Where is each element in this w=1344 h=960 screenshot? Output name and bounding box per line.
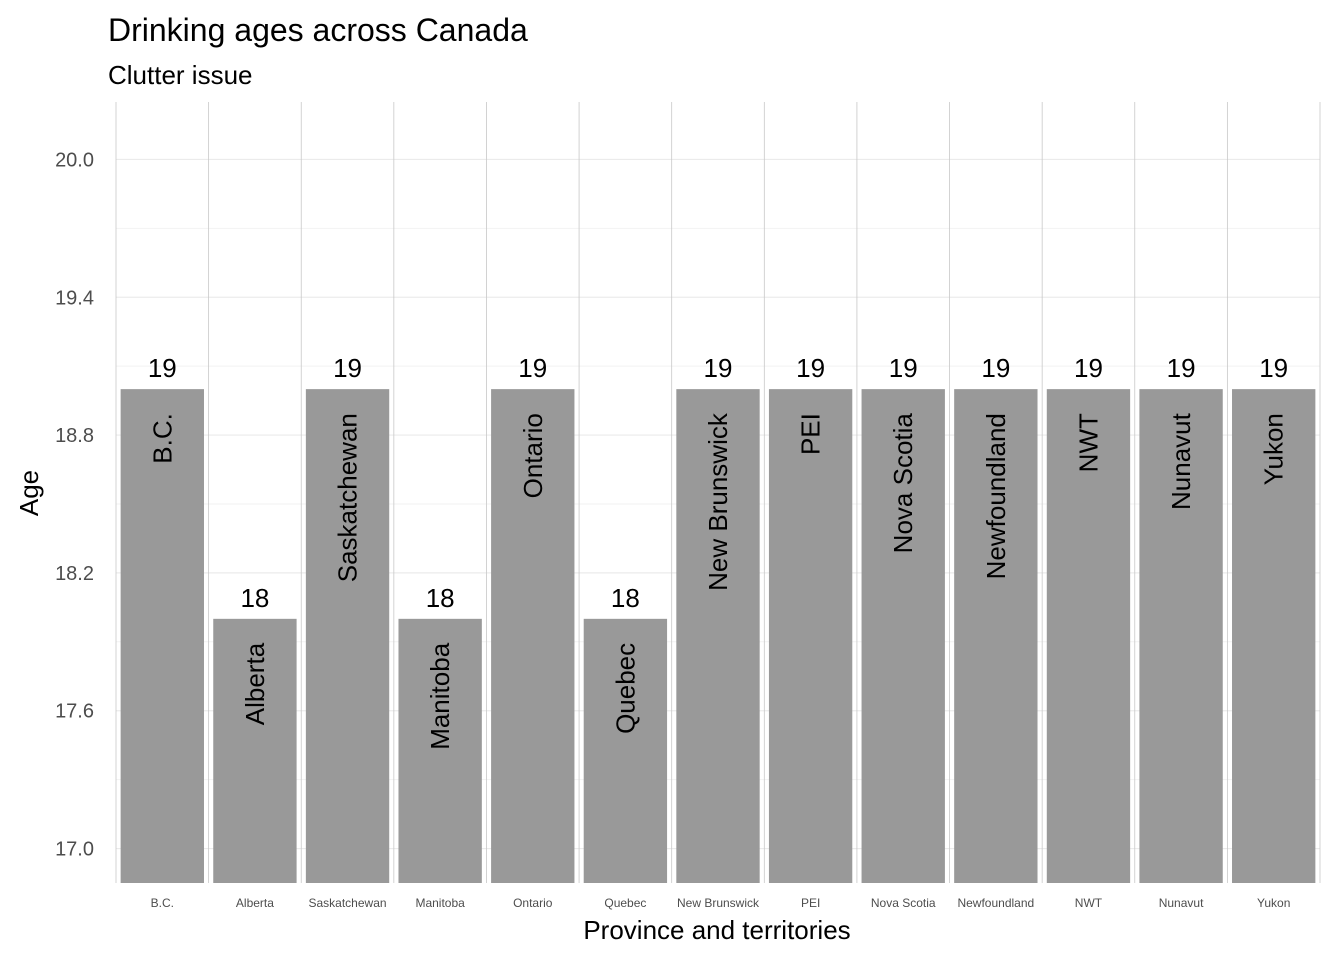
bar bbox=[676, 389, 760, 883]
data-label: 19 bbox=[148, 353, 177, 383]
x-tick-label: Saskatchewan bbox=[309, 896, 387, 910]
bar-category-label: Nunavut bbox=[1166, 412, 1196, 510]
bar-category-label: Manitoba bbox=[425, 642, 455, 749]
y-tick-label: 18.8 bbox=[55, 425, 94, 447]
bar bbox=[491, 389, 575, 883]
data-label: 18 bbox=[240, 583, 269, 613]
bar-category-label: Alberta bbox=[240, 642, 270, 725]
data-label: 19 bbox=[981, 353, 1010, 383]
bar-category-label: New Brunswick bbox=[703, 412, 733, 591]
bar bbox=[213, 618, 297, 883]
x-tick-label: Ontario bbox=[513, 896, 553, 910]
bar bbox=[1046, 389, 1131, 883]
bar-category-label: NWT bbox=[1073, 413, 1103, 472]
bar-category-label: Yukon bbox=[1259, 413, 1289, 485]
bar-category-label: Newfoundland bbox=[981, 413, 1011, 579]
data-label: 19 bbox=[1259, 353, 1288, 383]
chart-title: Drinking ages across Canada bbox=[108, 12, 528, 48]
bar bbox=[861, 389, 945, 883]
x-axis-ticks: B.C. Alberta Saskatchewan Manitoba Ontario Qu… bbox=[151, 896, 1291, 910]
x-axis-title: Province and territories bbox=[583, 915, 850, 945]
y-axis-ticks: 17.0 17.6 18.2 18.8 19.4 20.0 bbox=[55, 149, 94, 860]
bar-category-label: Saskatchewan bbox=[333, 413, 363, 582]
bar bbox=[398, 618, 482, 883]
y-tick-label: 19.4 bbox=[55, 287, 94, 309]
bar-category-label: PEI bbox=[796, 413, 826, 455]
bar bbox=[305, 389, 390, 883]
data-label: 19 bbox=[518, 353, 547, 383]
bar-category-label: B.C. bbox=[147, 413, 177, 464]
bar-category-label: Nova Scotia bbox=[888, 413, 918, 554]
bar bbox=[120, 389, 204, 883]
data-label: 19 bbox=[704, 353, 733, 383]
data-label: 19 bbox=[796, 353, 825, 383]
data-label: 18 bbox=[426, 583, 455, 613]
data-label: 18 bbox=[611, 583, 640, 613]
x-tick-label: Nunavut bbox=[1159, 896, 1204, 910]
bar bbox=[583, 618, 668, 883]
x-tick-label: Newfoundland bbox=[957, 896, 1034, 910]
data-label: 19 bbox=[1167, 353, 1196, 383]
x-tick-label: PEI bbox=[801, 896, 820, 910]
x-tick-label: Quebec bbox=[604, 896, 646, 910]
x-tick-label: B.C. bbox=[151, 896, 174, 910]
x-tick-label: Nova Scotia bbox=[871, 896, 936, 910]
data-label: 19 bbox=[1074, 353, 1103, 383]
x-tick-label: Yukon bbox=[1257, 896, 1290, 910]
bar bbox=[1139, 389, 1223, 883]
bar bbox=[768, 389, 853, 883]
bar-category-label: Quebec bbox=[610, 643, 640, 734]
y-tick-label: 17.0 bbox=[55, 839, 94, 861]
bar-category-label: Ontario bbox=[518, 413, 548, 498]
x-tick-label: New Brunswick bbox=[677, 896, 760, 910]
x-tick-label: Manitoba bbox=[415, 896, 465, 910]
bars: 19 B.C. 18 Alberta 19 Saskatchewan 18 Manitoba 1… bbox=[120, 353, 1316, 883]
x-tick-label: NWT bbox=[1075, 896, 1103, 910]
data-label: 19 bbox=[333, 353, 362, 383]
bar bbox=[1232, 389, 1316, 883]
x-tick-label: Alberta bbox=[236, 896, 274, 910]
chart-subtitle: Clutter issue bbox=[108, 60, 253, 90]
y-tick-label: 20.0 bbox=[55, 149, 94, 171]
y-tick-label: 18.2 bbox=[55, 563, 94, 585]
bar bbox=[954, 389, 1038, 883]
y-axis-title: Age bbox=[14, 470, 44, 516]
data-label: 19 bbox=[889, 353, 918, 383]
y-tick-label: 17.6 bbox=[55, 701, 94, 723]
